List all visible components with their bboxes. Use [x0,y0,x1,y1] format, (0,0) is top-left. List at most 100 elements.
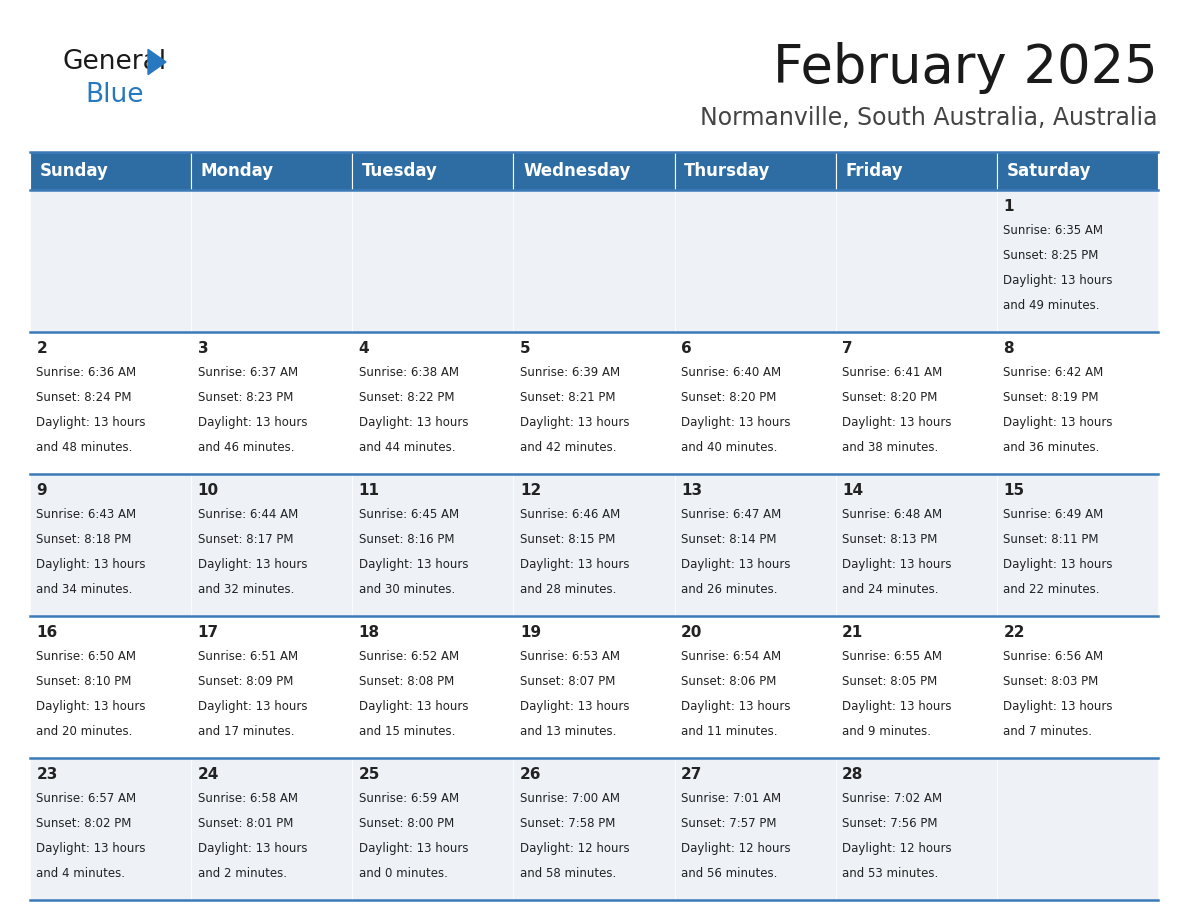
Text: Daylight: 13 hours: Daylight: 13 hours [197,700,307,712]
Text: 23: 23 [37,767,58,781]
Text: Daylight: 13 hours: Daylight: 13 hours [1004,416,1113,429]
Text: 21: 21 [842,624,864,640]
Bar [835,616,997,758]
Text: Saturday: Saturday [1006,162,1091,180]
Text: Sunrise: 6:37 AM: Sunrise: 6:37 AM [197,366,298,379]
Bar [675,152,835,190]
Text: Sunrise: 6:50 AM: Sunrise: 6:50 AM [37,650,137,663]
Bar [835,758,997,900]
Bar [191,474,353,616]
Bar [353,758,513,900]
Text: Sunrise: 7:00 AM: Sunrise: 7:00 AM [520,792,620,805]
Text: Sunset: 8:22 PM: Sunset: 8:22 PM [359,391,454,404]
Text: Blue: Blue [86,82,144,108]
Text: 11: 11 [359,483,380,498]
Text: 20: 20 [681,624,702,640]
Text: Sunset: 8:14 PM: Sunset: 8:14 PM [681,533,777,546]
Text: Daylight: 12 hours: Daylight: 12 hours [842,842,952,855]
Text: Sunrise: 6:54 AM: Sunrise: 6:54 AM [681,650,782,663]
Text: Daylight: 13 hours: Daylight: 13 hours [37,558,146,571]
Bar [353,152,513,190]
Text: 13: 13 [681,483,702,498]
Bar [30,758,191,900]
Text: 7: 7 [842,341,853,355]
Text: and 17 minutes.: and 17 minutes. [197,724,295,738]
Bar [191,152,353,190]
Text: Sunrise: 6:46 AM: Sunrise: 6:46 AM [520,508,620,521]
Text: 22: 22 [1004,624,1025,640]
Text: Sunrise: 6:57 AM: Sunrise: 6:57 AM [37,792,137,805]
Text: Sunset: 8:20 PM: Sunset: 8:20 PM [842,391,937,404]
Text: Sunrise: 7:01 AM: Sunrise: 7:01 AM [681,792,782,805]
Bar [353,474,513,616]
Text: 2: 2 [37,341,48,355]
Text: and 58 minutes.: and 58 minutes. [520,867,617,879]
Bar [835,474,997,616]
Text: Sunrise: 6:42 AM: Sunrise: 6:42 AM [1004,366,1104,379]
Text: Sunset: 8:16 PM: Sunset: 8:16 PM [359,533,454,546]
Text: Daylight: 13 hours: Daylight: 13 hours [681,416,790,429]
Text: Sunset: 7:57 PM: Sunset: 7:57 PM [681,817,777,830]
Text: and 53 minutes.: and 53 minutes. [842,867,939,879]
Text: Sunrise: 6:35 AM: Sunrise: 6:35 AM [1004,224,1104,237]
Text: Daylight: 13 hours: Daylight: 13 hours [842,700,952,712]
Text: Sunset: 8:15 PM: Sunset: 8:15 PM [520,533,615,546]
Text: Tuesday: Tuesday [362,162,438,180]
Text: Sunday: Sunday [39,162,108,180]
Polygon shape [148,50,166,74]
Bar [353,332,513,474]
Text: Sunset: 8:02 PM: Sunset: 8:02 PM [37,817,132,830]
Text: Sunrise: 6:41 AM: Sunrise: 6:41 AM [842,366,942,379]
Text: Daylight: 13 hours: Daylight: 13 hours [359,416,468,429]
Text: and 44 minutes.: and 44 minutes. [359,441,455,453]
Text: Daylight: 13 hours: Daylight: 13 hours [37,700,146,712]
Text: Daylight: 13 hours: Daylight: 13 hours [359,700,468,712]
Bar [835,190,997,332]
Text: Sunrise: 6:45 AM: Sunrise: 6:45 AM [359,508,459,521]
Bar [513,332,675,474]
Text: Daylight: 13 hours: Daylight: 13 hours [359,558,468,571]
Bar [513,616,675,758]
Text: and 26 minutes.: and 26 minutes. [681,583,777,596]
Text: Daylight: 12 hours: Daylight: 12 hours [520,842,630,855]
Text: Sunset: 8:24 PM: Sunset: 8:24 PM [37,391,132,404]
Text: Sunset: 8:10 PM: Sunset: 8:10 PM [37,675,132,688]
Bar [30,616,191,758]
Text: and 46 minutes.: and 46 minutes. [197,441,295,453]
Text: Sunset: 8:09 PM: Sunset: 8:09 PM [197,675,293,688]
Text: Daylight: 13 hours: Daylight: 13 hours [1004,700,1113,712]
Bar [997,758,1158,900]
Text: Daylight: 13 hours: Daylight: 13 hours [842,416,952,429]
Text: Daylight: 13 hours: Daylight: 13 hours [37,416,146,429]
Text: and 13 minutes.: and 13 minutes. [520,724,617,738]
Text: Sunrise: 6:39 AM: Sunrise: 6:39 AM [520,366,620,379]
Text: Sunset: 8:07 PM: Sunset: 8:07 PM [520,675,615,688]
Bar [30,152,191,190]
Text: Daylight: 13 hours: Daylight: 13 hours [681,558,790,571]
Text: and 24 minutes.: and 24 minutes. [842,583,939,596]
Text: 18: 18 [359,624,380,640]
Text: Sunset: 8:03 PM: Sunset: 8:03 PM [1004,675,1099,688]
Text: Sunset: 8:25 PM: Sunset: 8:25 PM [1004,249,1099,262]
Bar [353,190,513,332]
Text: 26: 26 [520,767,542,781]
Text: Sunset: 8:13 PM: Sunset: 8:13 PM [842,533,937,546]
Bar [513,758,675,900]
Text: 15: 15 [1004,483,1024,498]
Text: and 42 minutes.: and 42 minutes. [520,441,617,453]
Bar [513,190,675,332]
Text: Daylight: 12 hours: Daylight: 12 hours [681,842,791,855]
Text: Sunset: 8:08 PM: Sunset: 8:08 PM [359,675,454,688]
Bar [191,758,353,900]
Text: and 2 minutes.: and 2 minutes. [197,867,286,879]
Bar [675,190,835,332]
Text: Sunrise: 6:58 AM: Sunrise: 6:58 AM [197,792,297,805]
Text: Sunrise: 6:52 AM: Sunrise: 6:52 AM [359,650,459,663]
Text: and 15 minutes.: and 15 minutes. [359,724,455,738]
Text: 1: 1 [1004,198,1013,214]
Text: General: General [62,49,166,75]
Bar [30,332,191,474]
Text: Sunrise: 6:38 AM: Sunrise: 6:38 AM [359,366,459,379]
Text: and 7 minutes.: and 7 minutes. [1004,724,1092,738]
Text: Sunset: 8:23 PM: Sunset: 8:23 PM [197,391,293,404]
